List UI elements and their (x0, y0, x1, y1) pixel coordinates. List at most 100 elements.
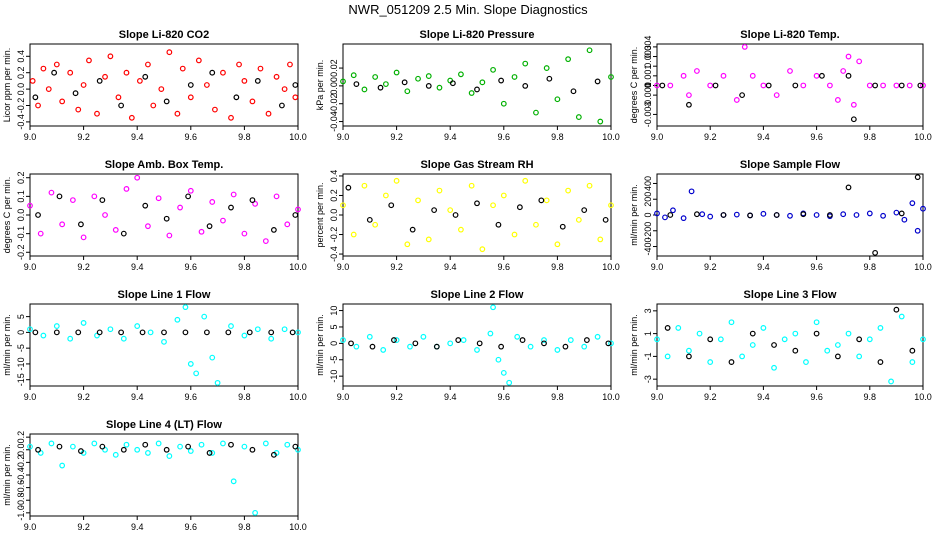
x-tick-label: 9.4 (757, 132, 770, 142)
plot-frame (29, 43, 299, 127)
data-point (686, 101, 692, 108)
data-point (474, 347, 480, 353)
y-tick-label: 0.0 (329, 209, 339, 222)
y-tick-label: -0.2 (16, 455, 26, 471)
data-point (56, 193, 63, 200)
data-point (487, 330, 494, 337)
data-point (53, 323, 60, 329)
y-tick-label: 0.4 (329, 170, 339, 183)
data-point (490, 66, 496, 73)
data-point (686, 353, 692, 360)
data-point (120, 335, 127, 342)
x-tick-label: 9.6 (498, 392, 511, 402)
data-point (377, 84, 384, 91)
data-point (32, 94, 39, 101)
data-point (749, 330, 756, 337)
y-axis-label: ml/min per min. (629, 314, 639, 376)
data-point (686, 92, 692, 99)
data-point (880, 82, 886, 89)
data-point (345, 184, 352, 191)
data-point (792, 82, 799, 89)
panel-1: Slope Li-820 CO2 9.0 9.2 9.4 9.6 9.8 10.0 -0.4-… (2, 29, 307, 142)
data-point (179, 65, 186, 72)
data-point (880, 212, 886, 219)
x-tick-label: 9.6 (810, 132, 823, 142)
data-point (361, 86, 368, 93)
data-point (27, 326, 33, 333)
data-point (228, 441, 234, 448)
y-axis-label: percent per min. (315, 182, 325, 247)
data-point (284, 221, 291, 228)
data-point (728, 359, 735, 365)
data-point (909, 359, 916, 365)
data-point (67, 69, 74, 76)
data-point (667, 82, 674, 89)
data-point (541, 340, 547, 347)
data-point (543, 65, 550, 71)
data-point (287, 61, 293, 68)
data-point (834, 353, 841, 360)
data-point (664, 325, 671, 331)
data-point (608, 202, 614, 209)
series-highlight (348, 337, 612, 350)
figure-title: NWR_051209 2.5 Min. Slope Diagnostics (348, 2, 588, 17)
data-point (914, 174, 921, 181)
data-point (602, 216, 609, 223)
data-point (214, 379, 221, 386)
data-point (134, 174, 141, 181)
data-point (425, 73, 432, 79)
data-point (246, 329, 253, 336)
y-tick-label: -10 (329, 370, 339, 383)
data-point (819, 72, 825, 79)
data-point (382, 81, 389, 88)
y-axis-label: ml/min per min. (629, 184, 639, 246)
data-point (813, 72, 820, 79)
x-tick-label: 9.2 (704, 132, 717, 142)
data-point (241, 77, 248, 84)
panel-title: Slope Gas Stream RH (420, 159, 533, 171)
x-tick-label: 9.4 (444, 262, 457, 272)
data-point (686, 347, 692, 354)
x-tick-label: 9.8 (551, 262, 564, 272)
data-point (460, 337, 467, 343)
data-point (281, 86, 288, 92)
data-point (898, 210, 905, 217)
data-point (96, 77, 103, 84)
y-tick-label: -0.2 (329, 227, 339, 243)
series-main (27, 174, 301, 244)
data-point (893, 209, 900, 216)
data-point (209, 199, 216, 205)
data-point (241, 332, 248, 339)
data-point (209, 69, 216, 76)
data-point (498, 343, 505, 350)
data-point (295, 329, 301, 336)
data-point (522, 60, 529, 67)
x-tick-label: 9.0 (24, 392, 37, 402)
plot-frame (656, 303, 924, 387)
panel-10: Slope Line 4 (LT) Flow 9.0 9.2 9.4 9.6 9.8 10.… (2, 419, 307, 532)
data-point (120, 230, 127, 237)
data-point (760, 325, 767, 331)
data-point (840, 68, 847, 74)
data-point (262, 440, 269, 447)
data-point (220, 217, 226, 224)
data-point (498, 77, 505, 84)
data-point (203, 82, 210, 88)
data-point (898, 313, 905, 320)
data-point (134, 446, 141, 453)
data-point (123, 69, 130, 76)
data-point (893, 306, 900, 313)
data-point (733, 211, 740, 218)
data-point (741, 43, 748, 50)
data-point (749, 72, 756, 79)
data-point (840, 211, 847, 218)
data-point (136, 77, 143, 84)
panel-title: Slope Li-820 Pressure (420, 29, 535, 41)
data-point (920, 82, 926, 89)
y-tick-label: -400 (643, 238, 653, 256)
y-tick-label: -0.4 (16, 114, 26, 130)
data-point (792, 347, 799, 354)
data-point (187, 361, 194, 367)
data-point (664, 353, 671, 360)
data-point (123, 441, 130, 448)
